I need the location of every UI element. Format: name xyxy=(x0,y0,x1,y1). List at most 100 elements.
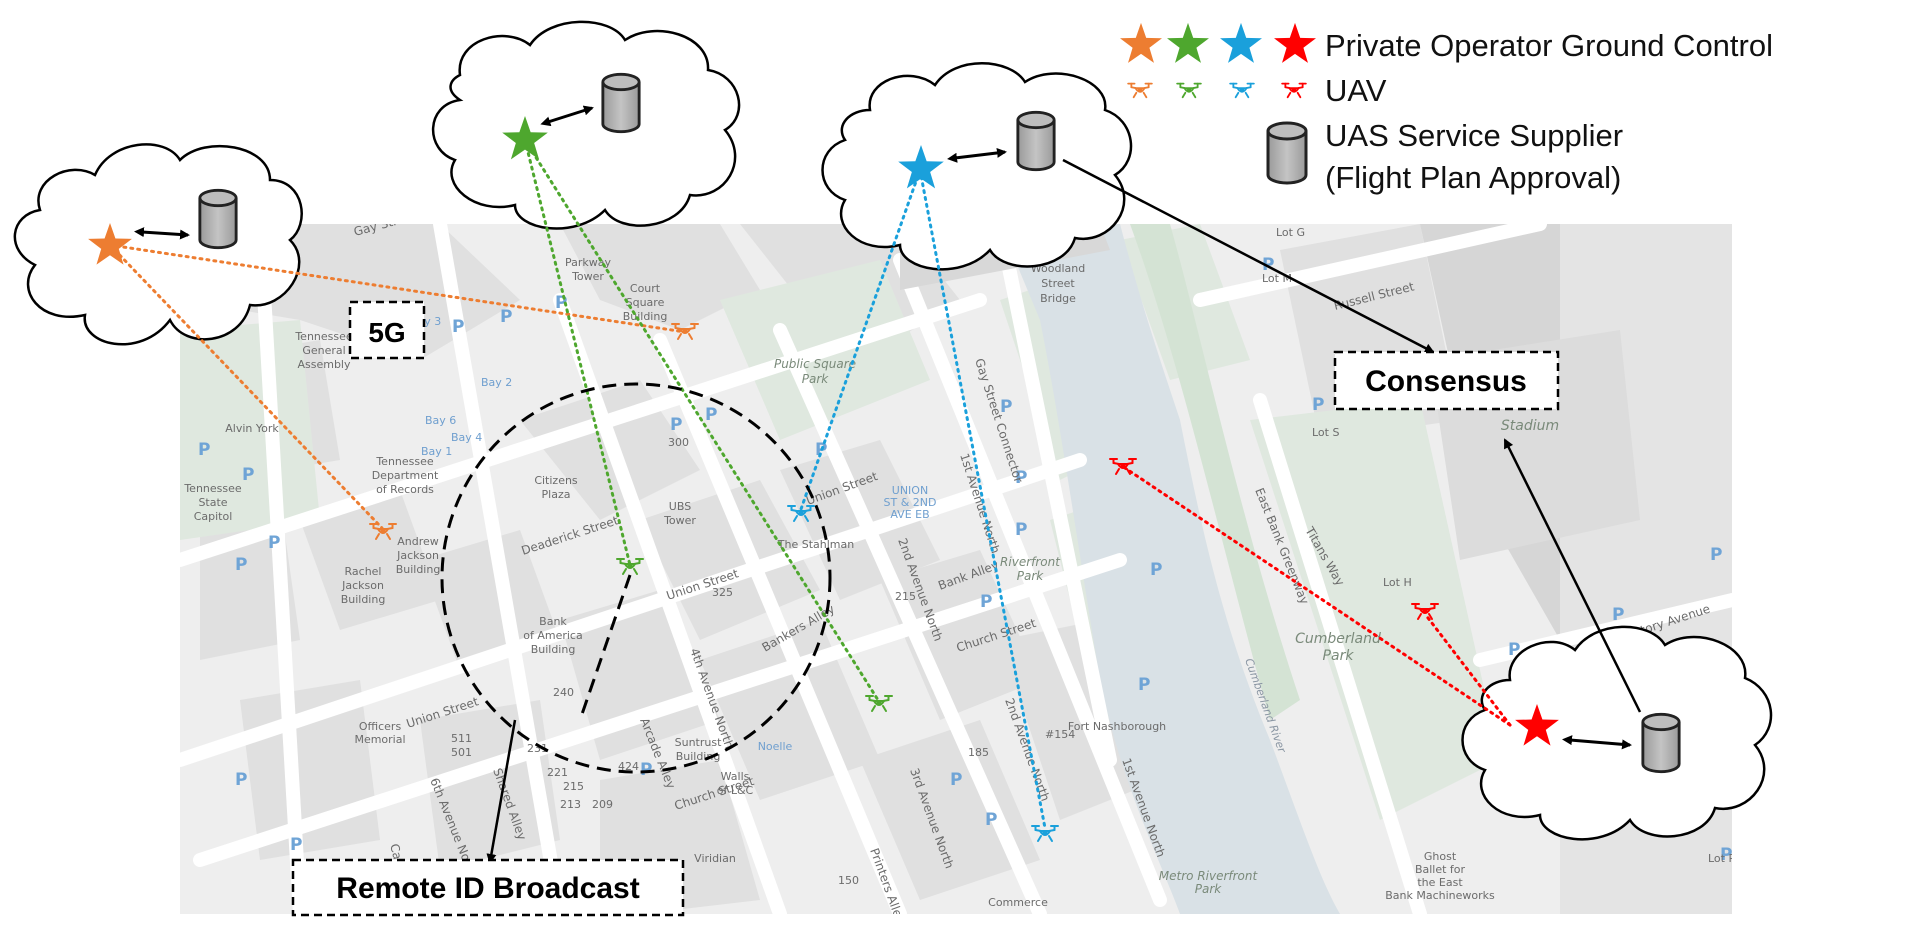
svg-text:P: P xyxy=(198,440,210,460)
arrow-blue-star-db xyxy=(947,147,1007,163)
map-label-tsc-2: State xyxy=(198,496,227,509)
map-label-boa-3: Building xyxy=(531,643,576,656)
map-number-10: 213 xyxy=(560,798,581,811)
map-label-wsb-2: Street xyxy=(1041,277,1075,290)
map-label-rfp-1: Riverfront xyxy=(1000,555,1061,569)
legend-star-red-icon xyxy=(1274,22,1316,63)
map-label-cpk-2: Park xyxy=(1323,648,1355,664)
map-label-union-1: UNION xyxy=(892,484,928,497)
legend-uss-line2: (Flight Plan Approval) xyxy=(1325,160,1621,195)
svg-text:P: P xyxy=(985,810,997,830)
svg-text:P: P xyxy=(1262,255,1274,275)
map-label-csq-2: Square xyxy=(626,296,665,309)
legend-uss-line1: UAS Service Supplier xyxy=(1325,118,1623,153)
map-label-psp-2: Park xyxy=(802,372,830,386)
map-label-lot-m: Lot M xyxy=(1262,272,1292,285)
broadcast-dash-line xyxy=(578,574,632,721)
link-orange-2 xyxy=(108,243,384,530)
map-label-tsc-1: Tennessee xyxy=(183,482,242,495)
cloud-green xyxy=(431,20,741,230)
map-number-3: 185 xyxy=(968,746,989,759)
map-label-rj-2: Jackson xyxy=(341,579,384,592)
map-label-cp-1: Citizens xyxy=(534,474,578,487)
map-number-14: 150 xyxy=(838,874,859,887)
map-number-12: 511 xyxy=(451,732,472,745)
svg-text:P: P xyxy=(670,415,682,435)
map-number-6: 231 xyxy=(527,742,548,755)
database-green-icon xyxy=(601,72,641,134)
arrow-green-star-db xyxy=(540,105,594,127)
map-label-om-2: Memorial xyxy=(354,733,405,746)
map-label-tga-2: General xyxy=(302,344,345,357)
map-number-11: 424 xyxy=(618,760,639,773)
map-label-union-2: ST & 2ND xyxy=(884,496,937,509)
svg-text:P: P xyxy=(268,533,280,553)
svg-text:P: P xyxy=(235,555,247,575)
map-label-rj-1: Rachel xyxy=(345,565,382,578)
map-label-lot-h: Lot H xyxy=(1383,576,1412,589)
map-label-viridian: Viridian xyxy=(694,852,736,865)
legend-ground-control: Private Operator Ground Control xyxy=(1325,28,1773,63)
map-label-fort-nashborough: Fort Nashborough xyxy=(1068,720,1166,733)
svg-text:P: P xyxy=(1312,395,1324,415)
svg-text:P: P xyxy=(235,770,247,790)
arrow-red-star-db xyxy=(1562,735,1632,750)
link-blue-2 xyxy=(918,168,1047,830)
map-label-cp-2: Plaza xyxy=(542,488,571,501)
consensus-label: Consensus xyxy=(1333,350,1560,411)
map-number-15: Bay 6 xyxy=(425,414,456,427)
legend-drone-orange-icon xyxy=(1127,82,1153,99)
map-label-boa-1: Bank xyxy=(539,615,567,628)
arrow-blue-to-consensus xyxy=(1062,158,1435,354)
map-label-rfp-2: Park xyxy=(1017,569,1045,583)
map-label-alvin-york: Alvin York xyxy=(225,422,279,435)
map-number-16: Bay 4 xyxy=(451,431,482,444)
map-label-ubs-2: Tower xyxy=(663,514,696,527)
database-orange-icon xyxy=(198,188,238,250)
map-label-stahlman: The Stahlman xyxy=(777,538,854,551)
remote-id-text: Remote ID Broadcast xyxy=(336,872,639,905)
svg-text:P: P xyxy=(1710,545,1722,565)
svg-text:P: P xyxy=(290,835,302,855)
svg-text:P: P xyxy=(950,770,962,790)
legend-drone-red-icon xyxy=(1281,82,1307,99)
map-label-lot-g: Lot G xyxy=(1276,226,1305,239)
map-label-csq-1: Court xyxy=(630,282,661,295)
map-number-9: 209 xyxy=(592,798,613,811)
legend-database-icon xyxy=(1266,121,1308,185)
map-label-tdr-3: of Records xyxy=(376,483,434,496)
map-label-aj-3: Building xyxy=(396,563,441,576)
map-number-13: 501 xyxy=(451,746,472,759)
map-label-boa-2: of America xyxy=(523,629,582,642)
map-label-ghost-2: Ballet for xyxy=(1415,863,1466,876)
svg-text:P: P xyxy=(1000,397,1012,417)
legend-drone-green-icon xyxy=(1176,82,1202,99)
database-red-icon xyxy=(1641,712,1681,774)
map-number-4: #154 xyxy=(1045,728,1075,741)
map-number-7: 221 xyxy=(547,766,568,779)
fiveg-label: 5G xyxy=(348,300,426,360)
map-label-ghost-3: the East xyxy=(1417,876,1463,889)
map-label-st-2: Building xyxy=(676,750,721,763)
city-map: PPP P PP P PP PPP PPP PPP PPP PPP PPP Tenn… xyxy=(180,224,1732,914)
map-label-tga-3: Assembly xyxy=(297,358,351,371)
legend-star-orange-icon xyxy=(1120,22,1162,63)
map-label-stadium: Stadium xyxy=(1501,418,1559,434)
map-label-ghost-1: Ghost xyxy=(1424,850,1457,863)
legend-uav: UAV xyxy=(1325,73,1387,108)
map-label-cpk-1: Cumberland xyxy=(1295,631,1381,647)
link-blue-1 xyxy=(798,168,922,514)
svg-text:P: P xyxy=(1612,605,1624,625)
svg-text:P: P xyxy=(1150,560,1162,580)
map-label-tga-1: Tennessee xyxy=(294,330,353,343)
map-label-union-3: AVE EB xyxy=(890,508,929,521)
svg-text:P: P xyxy=(242,465,254,485)
